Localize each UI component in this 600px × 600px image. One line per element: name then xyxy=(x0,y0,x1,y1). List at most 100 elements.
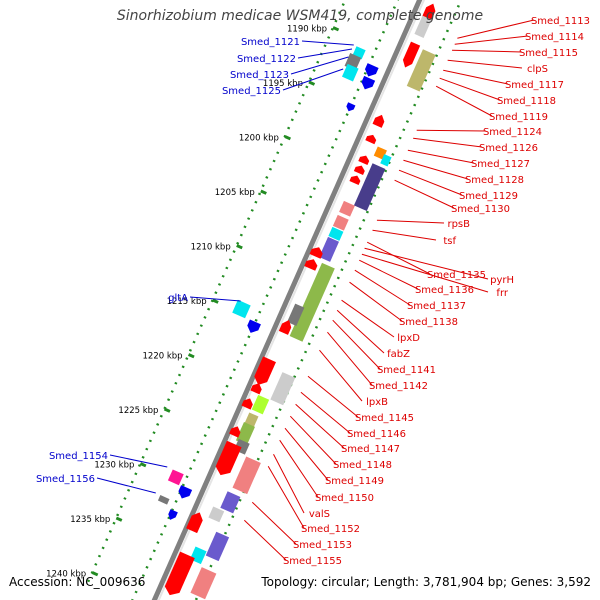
forward-label-leader xyxy=(297,48,353,59)
reverse-gene-block-shape xyxy=(220,491,241,514)
kbp-tick xyxy=(187,353,195,359)
reverse-gene-block xyxy=(244,412,259,428)
forward-gene-label: Smed_1121 xyxy=(241,37,300,48)
reverse-label-leader xyxy=(413,137,483,148)
forward-label-leader xyxy=(189,296,241,302)
forward-gene-block xyxy=(167,469,184,486)
reverse-gene-label: Smed_1137 xyxy=(407,301,466,312)
forward-gene-arrow-shape xyxy=(364,63,379,77)
kbp-tick-label: 1195 kbp xyxy=(263,79,303,89)
reverse-gene-block-shape xyxy=(353,163,386,212)
reverse-gene-arrow xyxy=(241,398,253,410)
reverse-gene-arrow xyxy=(402,41,421,68)
reverse-label-leader xyxy=(407,149,475,164)
kbp-tick xyxy=(260,189,267,195)
reverse-label-leader xyxy=(447,59,523,69)
reverse-gene-label: Smed_1148 xyxy=(333,460,392,471)
reverse-label-leader xyxy=(349,281,403,322)
kbp-tick-label: 1220 kbp xyxy=(143,352,183,362)
reverse-gene-arrow xyxy=(164,551,195,596)
reverse-gene-label: Smed_1149 xyxy=(325,476,384,487)
reverse-gene-label: Smed_1128 xyxy=(465,175,524,186)
feature-layer xyxy=(157,3,436,600)
reverse-gene-block-shape xyxy=(339,200,355,217)
kbp-tick xyxy=(236,244,243,250)
reverse-gene-arrow xyxy=(254,356,276,385)
reverse-gene-arrow xyxy=(353,165,365,175)
reverse-gene-block xyxy=(332,214,349,231)
reverse-gene-arrow xyxy=(186,512,203,534)
reverse-label-leader xyxy=(295,403,345,449)
reverse-label-leader xyxy=(394,179,455,209)
reverse-gene-arrow xyxy=(250,383,262,395)
label-layer: Smed_1113 Smed_1114 Smed_1115 clpS Smed_1117… xyxy=(36,16,590,567)
reverse-gene-label: Smed_1113 xyxy=(531,16,590,27)
forward-gene-block-shape xyxy=(157,495,170,505)
reverse-gene-block xyxy=(339,200,355,217)
reverse-gene-block xyxy=(235,422,255,446)
reverse-gene-block xyxy=(319,236,340,262)
reverse-gene-arrow-shape xyxy=(304,259,318,271)
forward-gene-block xyxy=(157,495,170,505)
forward-label-leader xyxy=(96,477,156,494)
reverse-gene-block-shape xyxy=(205,531,230,562)
kbp-tick xyxy=(332,26,340,32)
reverse-gene-block xyxy=(380,154,392,167)
reverse-gene-label: Smed_1142 xyxy=(369,381,428,392)
reverse-gene-block xyxy=(220,491,241,514)
reverse-gene-block xyxy=(208,506,225,523)
forward-gene-block-shape xyxy=(167,469,184,486)
reverse-label-leader xyxy=(439,77,501,101)
reverse-gene-block xyxy=(406,49,436,92)
reverse-gene-block xyxy=(289,262,335,342)
reverse-gene-arrow xyxy=(215,440,242,476)
reverse-label-leader xyxy=(354,269,411,306)
reverse-gene-arrow-shape xyxy=(309,247,323,259)
reverse-gene-block xyxy=(251,394,270,415)
forward-gene-label: Smed_1122 xyxy=(237,54,296,65)
reverse-gene-arrow xyxy=(372,114,385,128)
forward-gene-block xyxy=(232,299,251,319)
reverse-gene-block-shape xyxy=(319,236,340,262)
reverse-gene-block xyxy=(232,456,261,495)
forward-gene-arrow xyxy=(247,319,261,333)
kbp-tick xyxy=(163,407,171,413)
reverse-label-leader xyxy=(267,465,305,529)
reverse-gene-arrow xyxy=(422,3,436,21)
reverse-label-leader xyxy=(332,319,381,370)
reverse-gene-arrow-shape xyxy=(241,398,253,410)
forward-gene-arrow xyxy=(364,63,379,77)
reverse-gene-label: pyrH xyxy=(490,275,514,286)
reverse-gene-arrow-shape xyxy=(186,512,203,534)
reverse-gene-block-shape xyxy=(414,15,432,38)
reverse-gene-label: valS xyxy=(309,509,330,520)
reverse-gene-label: Smed_1114 xyxy=(525,32,584,43)
reverse-gene-arrow-shape xyxy=(215,440,242,476)
map-title: Sinorhizobium medicae WSM419, complete g… xyxy=(116,8,484,24)
kbp-tick xyxy=(115,516,123,522)
kbp-tick-label: 1215 kbp xyxy=(167,297,207,307)
forward-gene-arrow-shape xyxy=(168,509,178,520)
reverse-gene-arrow-shape xyxy=(278,320,292,335)
reverse-label-leader xyxy=(336,309,385,354)
reverse-label-leader xyxy=(416,129,487,132)
reverse-gene-label: Smed_1129 xyxy=(459,191,518,202)
reverse-gene-arrow-shape xyxy=(402,41,421,68)
reverse-label-leader xyxy=(452,49,523,53)
reverse-gene-label: Smed_1136 xyxy=(415,285,474,296)
reverse-gene-block-shape xyxy=(270,372,296,406)
reverse-label-leader xyxy=(251,501,297,545)
accession-text: Accession: NC_009636 xyxy=(9,575,146,589)
reverse-label-leader xyxy=(289,415,337,465)
kbp-tick-label: 1200 kbp xyxy=(239,134,279,144)
reverse-gene-label: Smed_1141 xyxy=(377,365,436,376)
reverse-gene-arrow-shape xyxy=(372,114,385,128)
reverse-gene-label: Smed_1115 xyxy=(519,48,578,59)
kbp-tick xyxy=(91,571,99,577)
reverse-gene-block-shape xyxy=(328,226,344,241)
reverse-gene-label: clpS xyxy=(527,64,548,75)
reverse-label-leader xyxy=(372,229,437,241)
reverse-gene-block-shape xyxy=(244,412,259,428)
reverse-gene-arrow xyxy=(349,175,361,185)
reverse-gene-block-shape xyxy=(332,214,349,231)
